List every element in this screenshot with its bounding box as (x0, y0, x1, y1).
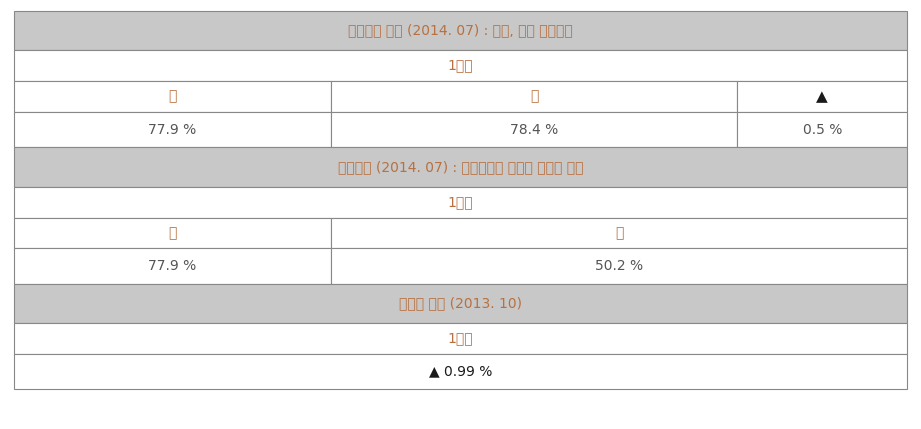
Bar (14, 284, 907, 323)
Text: 전: 전 (169, 90, 177, 103)
Text: 1호기: 1호기 (448, 195, 473, 209)
Bar (331, 248, 907, 284)
Bar (331, 218, 907, 248)
Text: 77.9 %: 77.9 % (148, 259, 196, 273)
Bar (331, 81, 738, 112)
Bar (14, 187, 907, 218)
Text: 1호기: 1호기 (448, 332, 473, 345)
Bar (14, 147, 907, 187)
Bar (14, 112, 331, 147)
Text: 50.2 %: 50.2 % (595, 259, 643, 273)
Bar (14, 50, 907, 81)
Text: 후: 후 (615, 226, 624, 240)
Bar (331, 112, 738, 147)
Text: 78.4 %: 78.4 % (510, 123, 558, 136)
Text: 0.5 %: 0.5 % (802, 123, 842, 136)
Text: ▲ 0.99 %: ▲ 0.99 % (429, 365, 492, 378)
Bar (14, 11, 907, 50)
Bar (14, 81, 331, 112)
Bar (14, 354, 907, 389)
Text: 1호기: 1호기 (448, 59, 473, 73)
Bar (14, 248, 331, 284)
Bar (14, 323, 907, 354)
Text: 증기터빈 도입 (2014. 07) : 스팀, 전기 모두고려: 증기터빈 도입 (2014. 07) : 스팀, 전기 모두고려 (348, 24, 573, 37)
Text: ▲: ▲ (816, 89, 828, 104)
Bar (738, 81, 907, 112)
Text: 인버터 도입 (2013. 10): 인버터 도입 (2013. 10) (399, 296, 522, 310)
Bar (14, 218, 331, 248)
Text: 후: 후 (530, 90, 539, 103)
Text: 77.9 %: 77.9 % (148, 123, 196, 136)
Text: 전: 전 (169, 226, 177, 240)
Bar (738, 112, 907, 147)
Text: 증기터빈 (2014. 07) : 전기생산에 사용한 스팀량 제외: 증기터빈 (2014. 07) : 전기생산에 사용한 스팀량 제외 (338, 160, 583, 174)
